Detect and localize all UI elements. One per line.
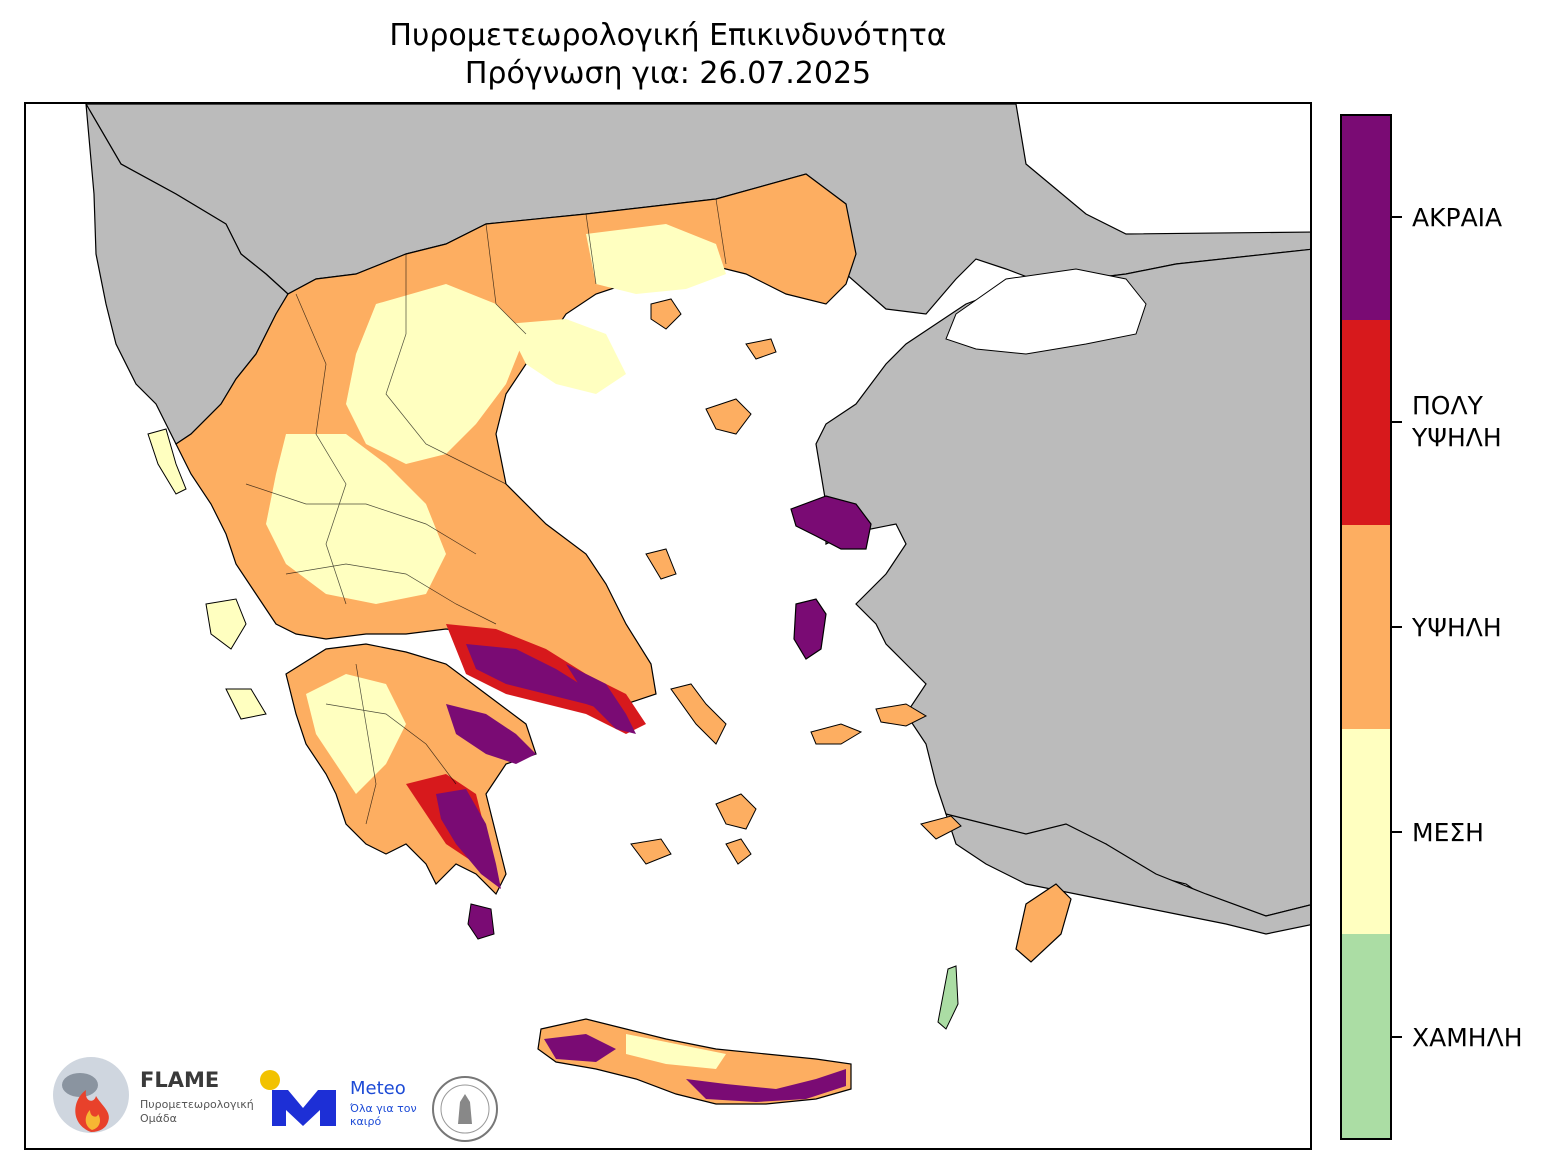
map-title: Πυρομετεωρολογική Επικινδυνότητα	[389, 18, 947, 53]
legend-label-very-high-line1: ΠΟΛΥ	[1412, 391, 1483, 420]
lesvos	[790, 495, 872, 550]
legend-label-extreme: ΑΚΡΑΙΑ	[1412, 203, 1503, 232]
kefalonia	[205, 598, 247, 650]
legend-label-very-high-line2: ΥΨΗΛΗ	[1412, 423, 1502, 452]
zone-extreme-evia	[466, 644, 616, 714]
meteo-logo-name: Meteo	[350, 1078, 406, 1099]
greece-fire-danger-map	[85, 104, 1310, 1105]
milos	[630, 838, 672, 865]
samos	[875, 703, 928, 727]
kos	[920, 815, 962, 840]
legend-label-low: ΧΑΜΗΛΗ	[1412, 1023, 1523, 1052]
meteo-logo-subtitle: Όλα για τον καιρό	[350, 1102, 417, 1128]
samothraki	[745, 338, 777, 360]
corfu	[147, 428, 187, 495]
colorbar-high	[1342, 524, 1390, 730]
karpathos	[937, 965, 959, 1030]
zakynthos	[225, 688, 267, 720]
ikaria	[810, 723, 863, 745]
legend-label-high: ΥΨΗΛΗ	[1412, 613, 1502, 642]
flame-logo-subtitle: Πυρομετεωρολογική Ομάδα	[140, 1098, 254, 1125]
observatory-seal-icon	[432, 1076, 498, 1142]
andros	[670, 683, 727, 745]
santorini	[725, 838, 752, 865]
flame-logo-name: FLAME	[140, 1068, 220, 1092]
zone-medium-halkidiki	[506, 319, 626, 394]
colorbar-very-high	[1342, 320, 1390, 525]
region-boundaries	[245, 198, 727, 825]
logos-strip: FLAME Πυρομετεωρολογική Ομάδα Meteo Όλα …	[50, 1048, 510, 1144]
colorbar-medium	[1342, 729, 1390, 934]
colorbar-low	[1342, 933, 1390, 1139]
chios	[793, 598, 827, 660]
rhodes	[1015, 883, 1072, 963]
meteo-logo-icon	[260, 1070, 336, 1126]
turkey-landmass	[815, 248, 1310, 917]
limnos	[705, 398, 752, 435]
skyros	[645, 548, 677, 580]
colorbar-tick	[1392, 1036, 1402, 1038]
zone-medium-northeast	[586, 224, 726, 294]
map-area	[24, 102, 1312, 1150]
fire-danger-colorbar	[1340, 114, 1392, 1140]
zone-medium-north	[346, 284, 526, 464]
zone-medium-pelop	[306, 674, 406, 794]
zone-extreme-evia-south	[566, 664, 636, 734]
crete-extreme-west	[544, 1034, 616, 1062]
crete-medium	[626, 1034, 726, 1069]
flame-logo-icon	[53, 1057, 129, 1133]
zone-medium-central	[266, 434, 446, 604]
legend-label-very-high: ΠΟΛΥ ΥΨΗΛΗ	[1412, 390, 1502, 454]
forecast-date: Πρόγνωση για: 26.07.2025	[464, 56, 872, 91]
colorbar-extreme	[1342, 116, 1390, 321]
colorbar-tick	[1392, 626, 1402, 628]
crete-extreme-east	[686, 1069, 846, 1102]
legend-label-medium: ΜΕΣΗ	[1412, 818, 1484, 847]
naxos	[715, 793, 757, 830]
colorbar-tick	[1392, 216, 1402, 218]
colorbar-tick	[1392, 831, 1402, 833]
thasos	[650, 298, 682, 330]
turkey-lower	[945, 813, 1310, 935]
zone-extreme-argolida	[446, 704, 536, 764]
colorbar-tick	[1392, 421, 1402, 423]
sea-of-marmara	[945, 268, 1147, 355]
zone-extreme-laconia	[436, 789, 501, 889]
kythera	[467, 903, 495, 940]
